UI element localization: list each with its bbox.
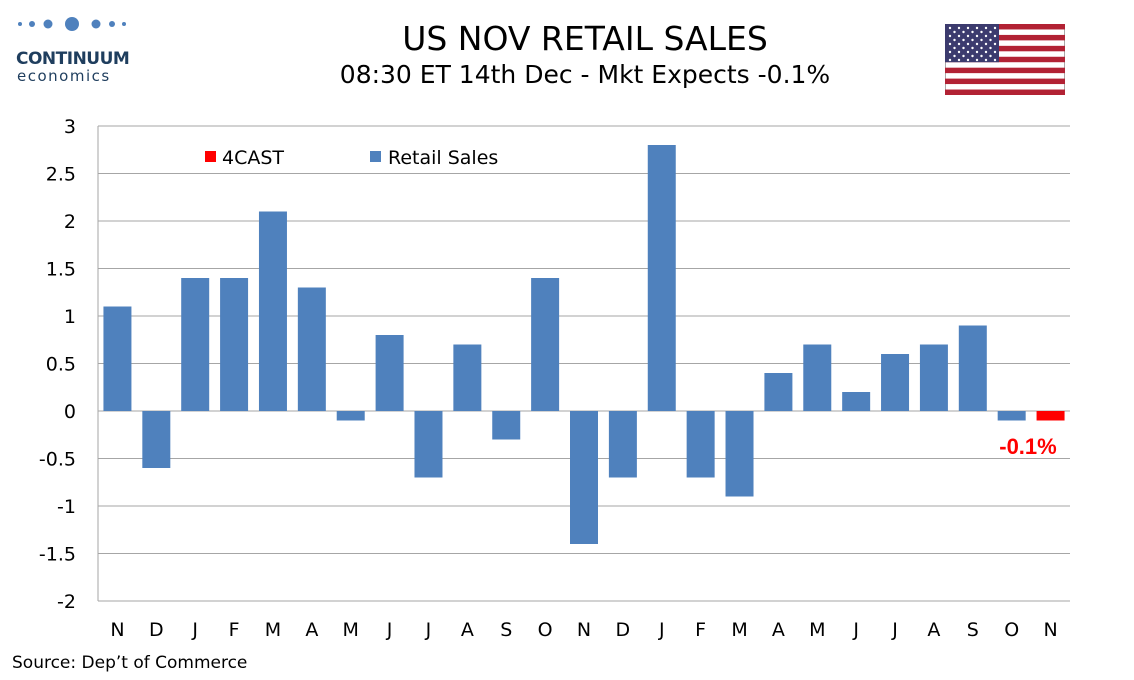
bar: [803, 344, 832, 411]
bar: [881, 354, 910, 411]
x-tick-label: A: [772, 619, 785, 641]
legend-label-4cast: 4CAST: [222, 147, 284, 169]
bars: [103, 145, 1065, 544]
x-tick-label: D: [616, 619, 631, 641]
chart-legend: 4CAST Retail Sales: [205, 147, 498, 169]
y-tick-label: 1.5: [46, 259, 76, 281]
x-tick-label: J: [191, 619, 198, 641]
x-tick-label: J: [425, 619, 432, 641]
bar: [453, 344, 482, 411]
y-tick-label: 3: [64, 116, 76, 138]
x-tick-label: N: [1043, 619, 1057, 641]
source-note: Source: Dep’t of Commerce: [12, 653, 248, 673]
bar: [919, 344, 948, 411]
bar: [103, 306, 132, 411]
bar: [414, 411, 443, 478]
bar: [1036, 411, 1065, 421]
y-tick-label: -1.5: [39, 544, 76, 566]
x-tick-label: D: [149, 619, 164, 641]
y-tick-label: 0.5: [46, 354, 76, 376]
x-tick-label: M: [731, 619, 747, 641]
bar: [492, 411, 521, 440]
bar: [220, 278, 249, 411]
x-tick-label: J: [386, 619, 393, 641]
bar: [725, 411, 754, 497]
x-tick-label: N: [577, 619, 591, 641]
x-tick-label: J: [852, 619, 859, 641]
bar: [958, 325, 987, 411]
bar: [686, 411, 715, 478]
y-tick-label: 1: [64, 306, 76, 328]
x-tick-label: M: [343, 619, 359, 641]
page-subtitle: 08:30 ET 14th Dec - Mkt Expects -0.1%: [339, 60, 831, 89]
x-tick-label: F: [695, 619, 706, 641]
brand-logo: CONTINUUM economics: [14, 14, 134, 84]
legend-swatch-4cast: [205, 151, 216, 162]
brand-tagline: economics: [17, 67, 111, 85]
legend-label-retail-sales: Retail Sales: [388, 147, 498, 169]
bar: [531, 278, 560, 411]
us-flag-icon: [945, 24, 1065, 95]
x-tick-label: S: [500, 619, 512, 641]
x-tick-label: O: [538, 619, 553, 641]
bar: [297, 287, 326, 411]
x-tick-label: S: [967, 619, 979, 641]
y-tick-label: -2: [57, 591, 76, 613]
bar: [842, 392, 871, 411]
legend-swatch-retail-sales: [370, 151, 381, 162]
forecast-annotation: -0.1%: [999, 434, 1056, 459]
bar: [997, 411, 1026, 421]
x-tick-label: M: [809, 619, 825, 641]
x-tick-label: A: [461, 619, 474, 641]
y-tick-label: -1: [57, 496, 76, 518]
x-tick-label: J: [658, 619, 665, 641]
brand-name: CONTINUUM: [16, 49, 130, 69]
logo-dots-icon: [18, 17, 126, 31]
bar: [142, 411, 171, 468]
y-tick-label: 0: [64, 401, 76, 423]
x-tick-label: M: [265, 619, 281, 641]
bar: [258, 211, 287, 411]
x-tick-label: O: [1004, 619, 1019, 641]
bar: [764, 373, 793, 411]
y-tick-label: 2: [64, 211, 76, 233]
y-tick-label: -0.5: [39, 449, 76, 471]
x-tick-label: A: [927, 619, 940, 641]
bar: [608, 411, 637, 478]
x-tick-label: N: [110, 619, 124, 641]
x-tick-label: A: [305, 619, 318, 641]
bar: [647, 145, 676, 411]
bar: [570, 411, 598, 544]
page-title: US NOV RETAIL SALES: [402, 19, 768, 58]
bar: [336, 411, 365, 421]
bar: [375, 335, 404, 411]
bar: [181, 278, 210, 411]
x-tick-label: J: [891, 619, 898, 641]
y-axis-ticks: 3 2.5 2 1.5 1 0.5 0 -0.5 -1 -1.5 -2: [39, 116, 76, 613]
y-tick-label: 2.5: [46, 164, 76, 186]
x-tick-label: F: [229, 619, 240, 641]
